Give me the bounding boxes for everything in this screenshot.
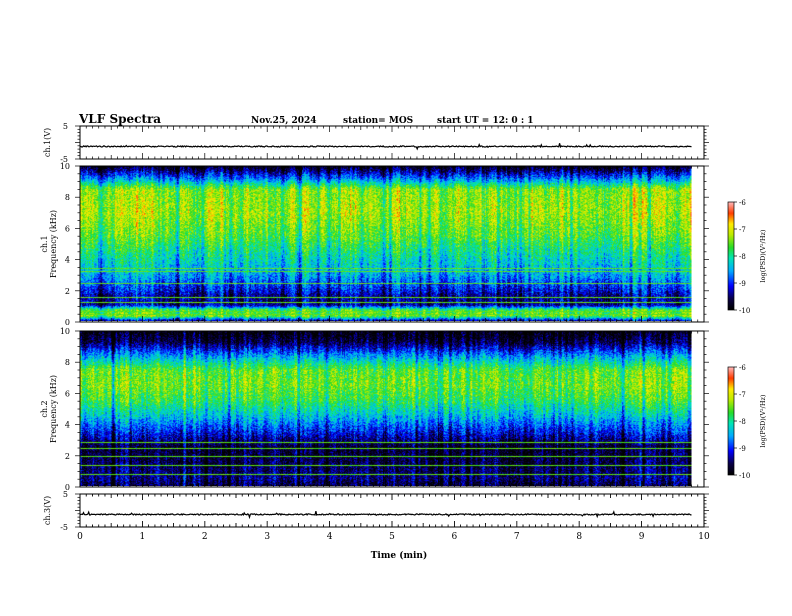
ch2-spectrogram-ytick-label: 0 [65, 483, 70, 492]
x-axis-title: Time (min) [371, 550, 428, 561]
ch1-spectrogram-panel [80, 166, 692, 321]
ch2-spectrogram-ylabel-channel: ch.2 [40, 400, 49, 417]
ch2-cbar-tick-label: -9 [739, 445, 746, 453]
ch2-spectrogram-ytick-label: 6 [65, 389, 70, 398]
ch3-waveform-ytick-label: 5 [63, 490, 68, 499]
ch2-cbar-tick-label: -8 [739, 418, 746, 426]
ch2-colorbar-gradient [728, 367, 734, 475]
ch1-cbar-label: log(PSD)(V²/Hz) [759, 229, 767, 282]
ch1-spectrogram-image [80, 166, 692, 321]
ch1-cbar-tick-label: -6 [739, 199, 746, 207]
start-time-label: start UT = 12: 0 : 1 [437, 116, 534, 126]
ch1-spectrogram-ylabel-frequency: Frequency (kHz) [49, 210, 58, 278]
ch1-spectrogram-ytick-label: 4 [65, 256, 70, 265]
x-tick-label: 10 [698, 532, 710, 542]
ch3-waveform-ytick-label: -5 [60, 523, 68, 532]
x-tick-label: 0 [77, 532, 83, 542]
ch2-spectrogram-ytick-label: 4 [65, 421, 70, 430]
ch1-spectrogram-ytick-label: 8 [65, 193, 70, 202]
ch2-spectrogram-image [80, 331, 692, 486]
ch2-spectrogram-ytick-label: 8 [65, 358, 70, 367]
x-tick-label: 1 [140, 532, 146, 542]
x-tick-label: 9 [639, 532, 645, 542]
ch1-waveform-ytick-label: 5 [63, 122, 68, 131]
date-label: Nov.25, 2024 [251, 116, 317, 126]
ch1-waveform-trace [79, 143, 692, 151]
ch1-cbar-tick-label: -7 [739, 226, 746, 234]
ch1-spectrogram-ytick-label: 10 [60, 162, 70, 171]
ch1-cbar-tick-label: -9 [739, 280, 746, 288]
station-label: station= MOS [343, 116, 413, 126]
ch1-spectrogram-ytick-label: 0 [65, 318, 70, 327]
ch2-cbar-label: log(PSD)(V²/Hz) [759, 394, 767, 447]
x-tick-label: 7 [514, 532, 520, 542]
ch2-cbar-tick-label: -7 [739, 391, 746, 399]
x-tick-label: 5 [389, 532, 395, 542]
ch2-spectrogram-ytick-label: 10 [60, 327, 70, 336]
ch3-waveform-trace [79, 510, 692, 520]
x-tick-label: 6 [452, 532, 458, 542]
ch1-colorbar [728, 202, 734, 310]
x-tick-label: 2 [202, 532, 208, 542]
ch2-spectrogram-ylabel-frequency: Frequency (kHz) [49, 375, 58, 443]
ch3-waveform-ylabel: ch.3(V) [43, 496, 52, 525]
ch1-waveform-ytick-label: -5 [60, 155, 68, 164]
ch2-spectrogram-panel [80, 331, 692, 486]
ch2-colorbar [728, 367, 734, 475]
ch1-spectrogram-ytick-label: 2 [65, 287, 70, 296]
ch1-cbar-tick-label: -10 [739, 307, 750, 315]
ch2-spectrogram-ytick-label: 2 [65, 452, 70, 461]
ch2-cbar-tick-label: -6 [739, 364, 746, 372]
ch1-spectrogram-ytick-label: 6 [65, 224, 70, 233]
ch1-spectrogram-ylabel-channel: ch.1 [40, 235, 49, 252]
ch1-waveform-ylabel: ch.1(V) [43, 128, 52, 157]
ch2-cbar-tick-label: -10 [739, 472, 750, 480]
x-tick-label: 8 [576, 532, 582, 542]
x-tick-label: 4 [327, 532, 333, 542]
ch1-colorbar-gradient [728, 202, 734, 310]
x-tick-label: 3 [264, 532, 270, 542]
figure-title: VLF Spectra [78, 112, 161, 126]
ch1-cbar-tick-label: -8 [739, 253, 746, 261]
